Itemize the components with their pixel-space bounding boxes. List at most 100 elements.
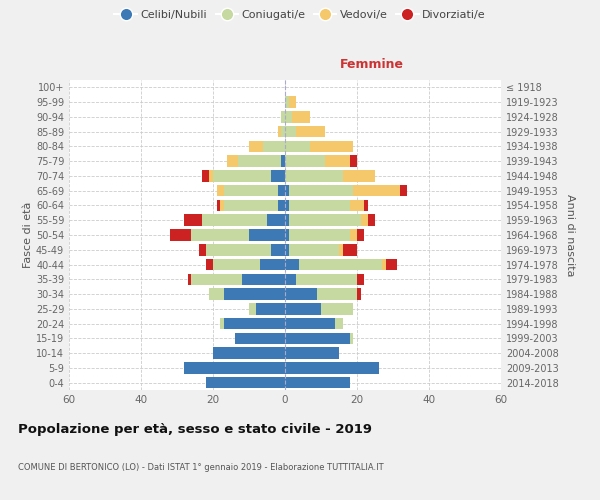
Bar: [285, 377, 350, 388]
Bar: [289, 200, 350, 211]
Bar: [357, 229, 364, 241]
Bar: [296, 126, 325, 138]
Bar: [220, 200, 224, 211]
Bar: [209, 170, 213, 181]
Bar: [350, 229, 357, 241]
Bar: [285, 170, 343, 181]
Bar: [343, 244, 357, 256]
Bar: [289, 244, 339, 256]
Bar: [299, 259, 382, 270]
Y-axis label: Anni di nascita: Anni di nascita: [565, 194, 575, 276]
Bar: [224, 288, 285, 300]
Bar: [206, 244, 271, 256]
Bar: [184, 214, 202, 226]
Bar: [170, 229, 191, 241]
Bar: [249, 140, 263, 152]
Text: Popolazione per età, sesso e stato civile - 2019: Popolazione per età, sesso e stato civil…: [18, 422, 372, 436]
Bar: [281, 126, 285, 138]
Bar: [289, 214, 361, 226]
Bar: [217, 185, 224, 196]
Legend: Celibi/Nubili, Coniugati/e, Vedovi/e, Divorziati/e: Celibi/Nubili, Coniugati/e, Vedovi/e, Di…: [110, 6, 490, 25]
Bar: [213, 259, 260, 270]
Bar: [350, 156, 357, 167]
Bar: [285, 214, 289, 226]
Bar: [249, 229, 285, 241]
Bar: [285, 259, 299, 270]
Bar: [317, 288, 357, 300]
Bar: [278, 126, 281, 138]
Bar: [184, 362, 285, 374]
Bar: [289, 229, 350, 241]
Bar: [386, 259, 397, 270]
Bar: [220, 318, 224, 330]
Bar: [285, 140, 310, 152]
Bar: [209, 288, 224, 300]
Bar: [285, 362, 379, 374]
Bar: [242, 274, 285, 285]
Bar: [249, 303, 256, 314]
Bar: [353, 185, 400, 196]
Bar: [235, 332, 285, 344]
Bar: [357, 274, 364, 285]
Bar: [285, 229, 289, 241]
Bar: [278, 200, 285, 211]
Bar: [350, 332, 353, 344]
Bar: [361, 214, 368, 226]
Bar: [289, 96, 296, 108]
Bar: [188, 274, 191, 285]
Bar: [285, 332, 350, 344]
Bar: [271, 170, 285, 181]
Bar: [285, 96, 289, 108]
Bar: [325, 156, 350, 167]
Bar: [217, 200, 220, 211]
Bar: [191, 274, 242, 285]
Bar: [285, 111, 292, 122]
Bar: [281, 156, 285, 167]
Bar: [289, 185, 353, 196]
Bar: [267, 214, 285, 226]
Bar: [285, 244, 289, 256]
Bar: [321, 303, 353, 314]
Bar: [382, 259, 386, 270]
Bar: [285, 200, 289, 211]
Bar: [296, 274, 357, 285]
Bar: [285, 185, 289, 196]
Bar: [350, 200, 364, 211]
Bar: [256, 303, 285, 314]
Bar: [278, 185, 285, 196]
Bar: [339, 244, 343, 256]
Bar: [357, 288, 361, 300]
Bar: [343, 170, 375, 181]
Text: COMUNE DI BERTONICO (LO) - Dati ISTAT 1° gennaio 2019 - Elaborazione TUTTITALIA.: COMUNE DI BERTONICO (LO) - Dati ISTAT 1°…: [18, 462, 383, 471]
Bar: [271, 244, 285, 256]
Bar: [238, 156, 281, 167]
Bar: [260, 259, 285, 270]
Bar: [285, 318, 335, 330]
Bar: [199, 244, 206, 256]
Bar: [292, 111, 310, 122]
Bar: [224, 185, 278, 196]
Bar: [400, 185, 407, 196]
Bar: [202, 170, 209, 181]
Bar: [285, 156, 325, 167]
Bar: [364, 200, 368, 211]
Bar: [285, 288, 317, 300]
Bar: [335, 318, 343, 330]
Bar: [281, 111, 285, 122]
Bar: [368, 214, 375, 226]
Bar: [285, 348, 339, 359]
Bar: [310, 140, 353, 152]
Bar: [191, 229, 249, 241]
Bar: [213, 170, 271, 181]
Bar: [263, 140, 285, 152]
Text: Femmine: Femmine: [340, 58, 403, 70]
Y-axis label: Fasce di età: Fasce di età: [23, 202, 33, 268]
Bar: [285, 126, 296, 138]
Bar: [202, 214, 267, 226]
Bar: [227, 156, 238, 167]
Bar: [285, 303, 321, 314]
Bar: [224, 318, 285, 330]
Bar: [213, 348, 285, 359]
Bar: [206, 259, 213, 270]
Bar: [224, 200, 278, 211]
